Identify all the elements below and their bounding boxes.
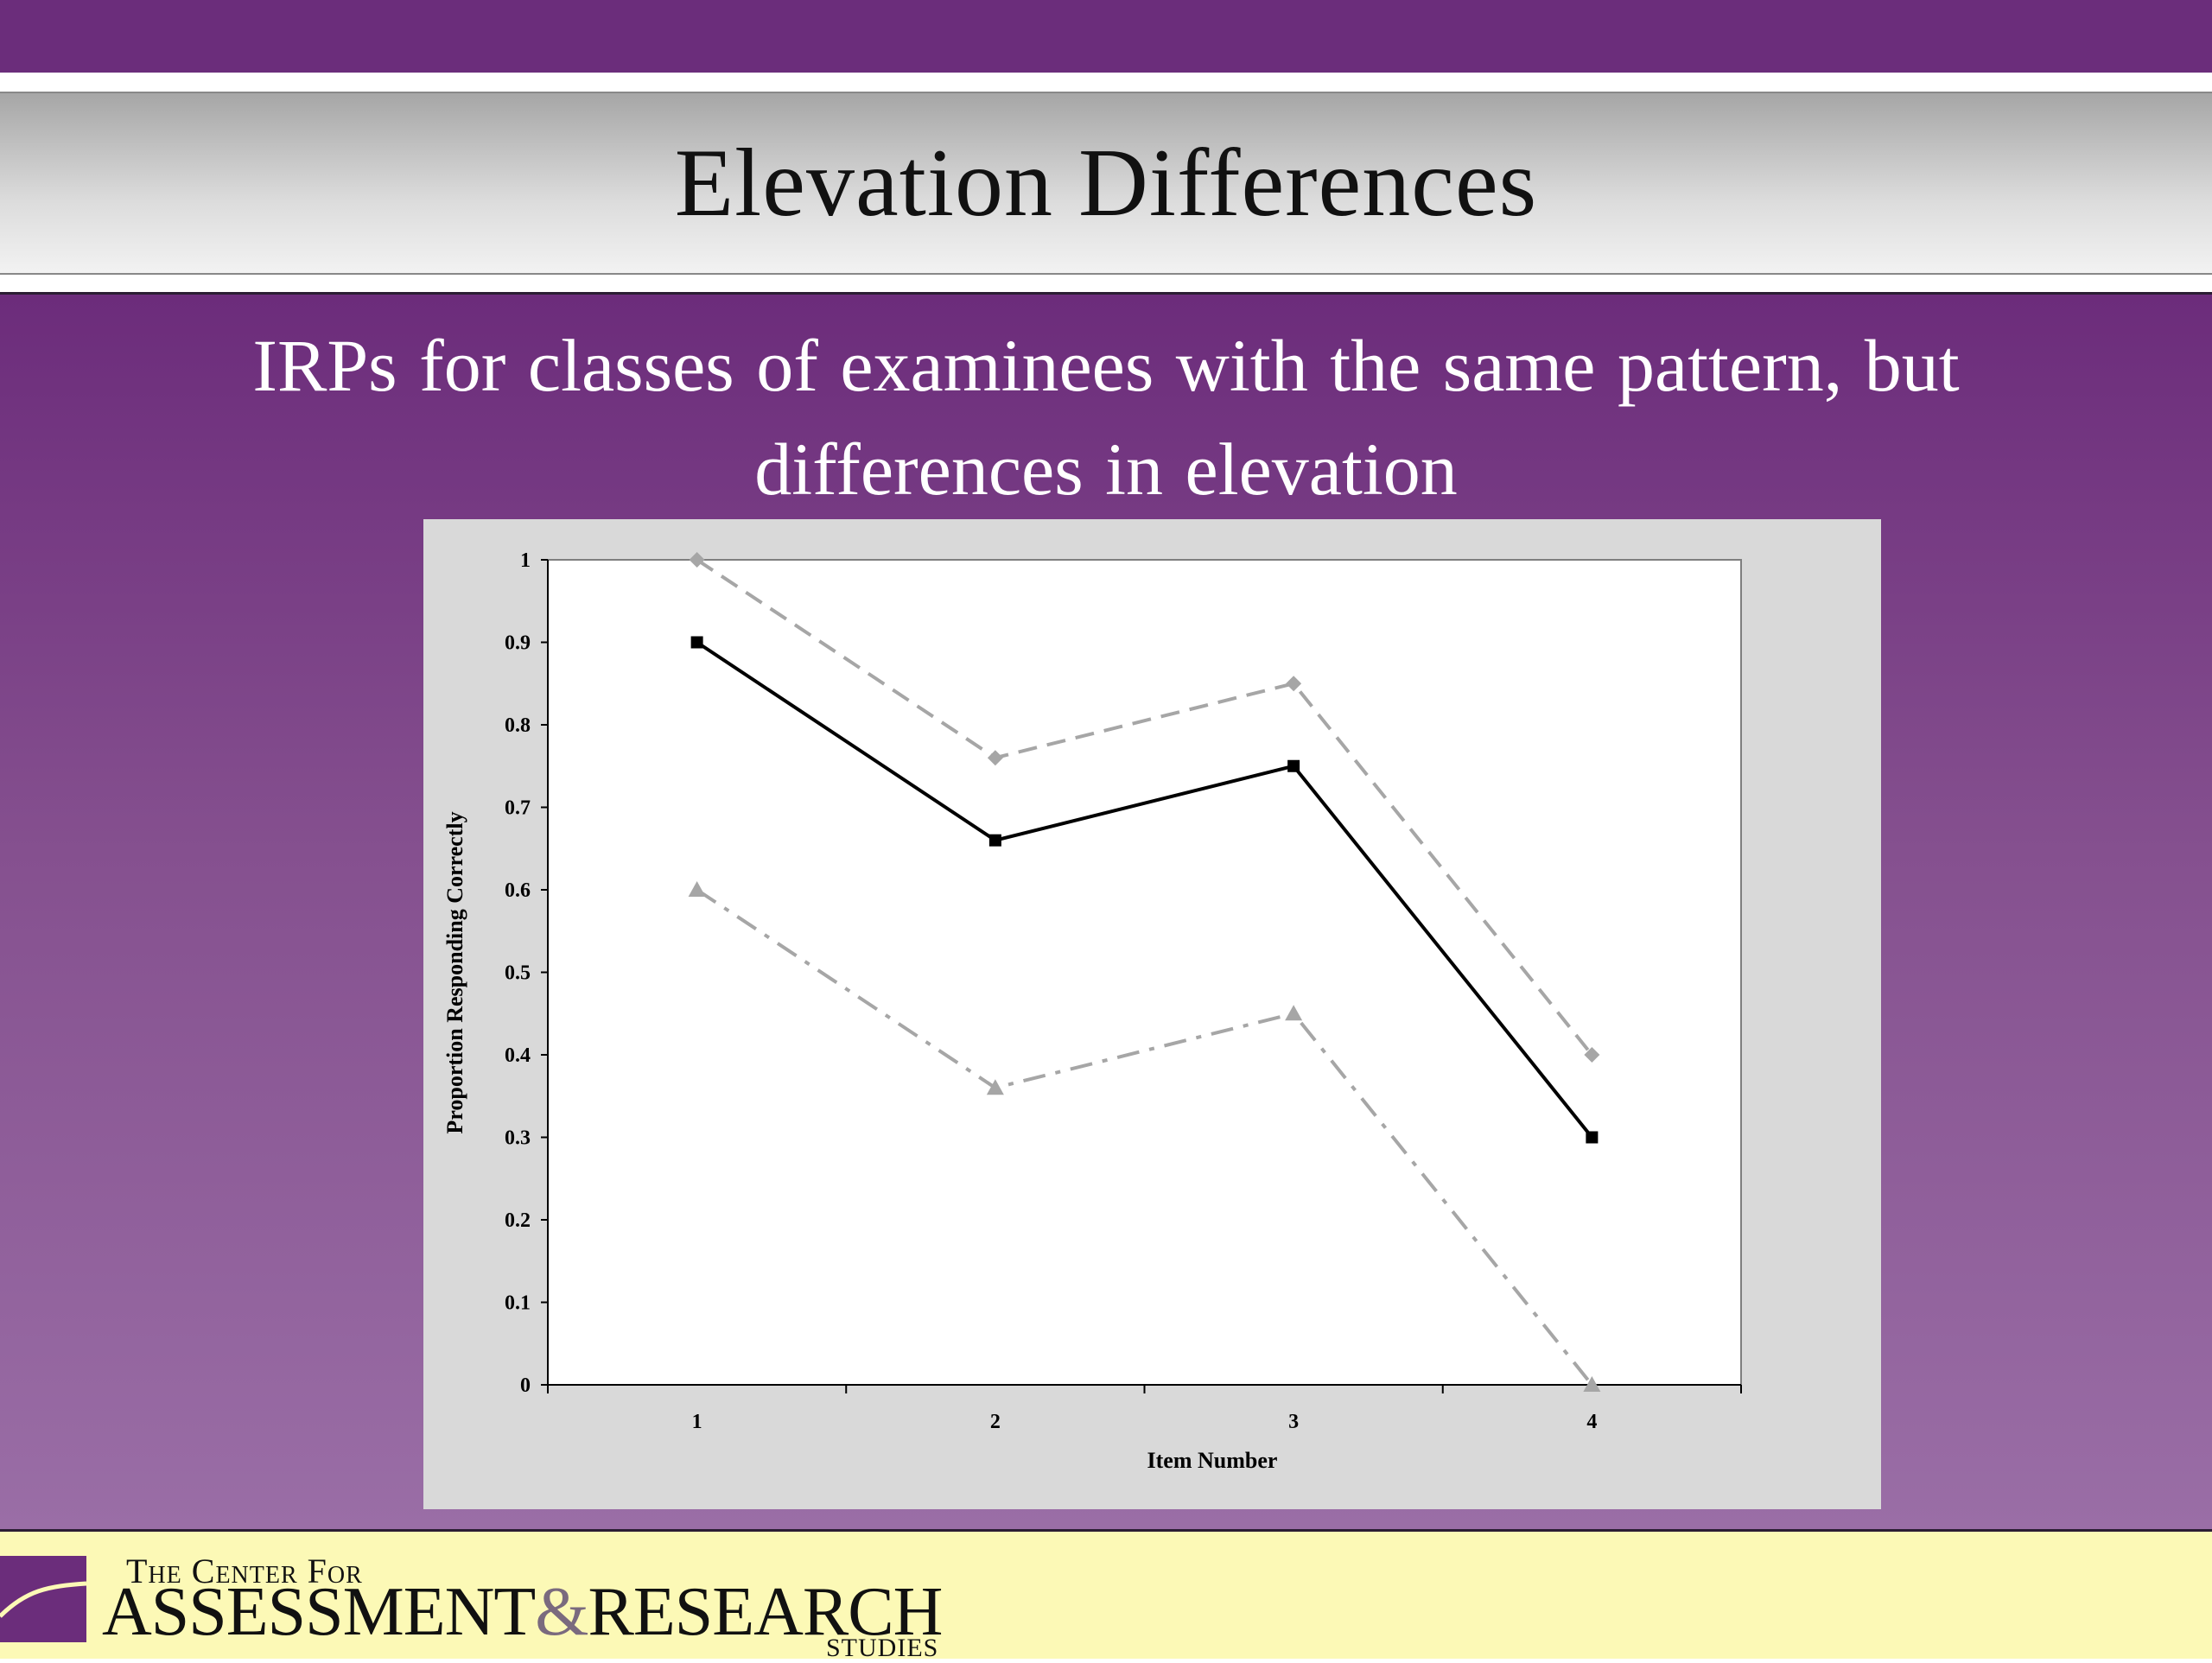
title-bar: Elevation Differences	[0, 92, 2212, 275]
y-tick-label: 0.5	[505, 962, 531, 985]
y-tick-label: 0.9	[505, 632, 531, 655]
y-tick-label: 0.2	[505, 1209, 531, 1232]
plot-area	[547, 559, 1742, 1386]
footer: The Center For ASSESSMENT&RESEARCH STUDI…	[0, 1529, 2212, 1662]
irp-line-chart: 0 0.1 0.2 0.3 0.4 0.5 0.6 0.7 0.8 0.9 1 1 2 3 4 Item N…	[442, 549, 1742, 1473]
y-axis-title: Proportion Responding Correctly	[442, 811, 467, 1133]
y-tick-label: 0	[520, 1374, 531, 1397]
content-area: IRPs for classes of examinees with the s…	[0, 292, 2212, 1532]
x-tick-label: 1	[692, 1411, 702, 1433]
logo-line-3: STUDIES	[826, 1634, 939, 1662]
y-tick-label: 0.8	[505, 714, 531, 737]
logo-ampersand: &	[535, 1574, 588, 1650]
logo-word-assessment: ASSESSMENT	[102, 1574, 536, 1650]
series-3-point	[1285, 1005, 1303, 1021]
series-1-point	[689, 552, 705, 568]
series-1-point	[1584, 1047, 1600, 1063]
series-3-point	[986, 1079, 1004, 1095]
y-tick-label: 0.6	[505, 879, 531, 902]
series-2-point	[988, 834, 1001, 847]
y-tick-label: 0.4	[505, 1044, 531, 1067]
x-axis-title: Item Number	[1147, 1448, 1278, 1473]
series-2-point	[1586, 1131, 1599, 1144]
chart-panel: 0 0.1 0.2 0.3 0.4 0.5 0.6 0.7 0.8 0.9 1 1 2 3 4 Item N…	[423, 519, 1881, 1509]
slide-subtitle: IRPs for classes of examinees with the s…	[104, 314, 2108, 521]
logo-wordmark: ASSESSMENT&RESEARCH	[102, 1573, 943, 1651]
slide-title: Elevation Differences	[674, 129, 1538, 237]
series-1-line	[696, 558, 1593, 1057]
series-2-point	[1287, 759, 1300, 772]
series-3-point	[1583, 1376, 1601, 1392]
y-tick-label: 1	[520, 549, 531, 572]
x-tick-label: 3	[1288, 1411, 1299, 1433]
x-tick-label: 4	[1586, 1411, 1597, 1433]
subtitle-line-2: differences in elevation	[754, 428, 1458, 511]
top-accent-band	[0, 0, 2212, 73]
subtitle-line-1: IRPs for classes of examinees with the s…	[252, 324, 1960, 407]
series-2-point	[690, 636, 703, 649]
series-2-line	[696, 640, 1593, 1139]
logo-mark	[0, 1556, 86, 1642]
y-tick-label: 0.1	[505, 1292, 531, 1315]
x-tick-label: 2	[990, 1411, 1001, 1433]
logo-line-1: The Center For	[126, 1552, 363, 1590]
y-tick-label: 0.7	[505, 797, 531, 820]
series-1-point	[987, 750, 1003, 766]
series-1-point	[1286, 676, 1302, 692]
y-tick-label: 0.3	[505, 1127, 531, 1150]
logo-word-research: RESEARCH	[588, 1574, 943, 1650]
series-3-line	[696, 888, 1593, 1387]
series-3-point	[688, 881, 706, 897]
